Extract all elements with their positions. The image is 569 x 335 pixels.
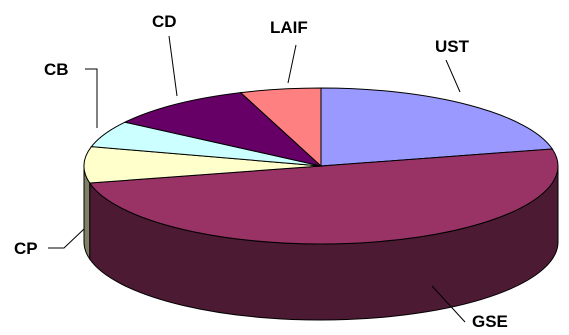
leader-line-cb bbox=[85, 68, 98, 128]
leader-line-cd bbox=[168, 35, 178, 97]
pie-labels: UST GSE CP CB CD LAIF bbox=[14, 12, 508, 331]
leader-line-cp bbox=[48, 228, 85, 249]
slice-label-cp: CP bbox=[14, 239, 38, 258]
slice-label-cd: CD bbox=[152, 12, 177, 31]
slice-label-ust: UST bbox=[435, 37, 470, 56]
pie-slices bbox=[83, 87, 559, 245]
slice-label-gse: GSE bbox=[472, 312, 508, 331]
pie-slice-cd bbox=[123, 92, 323, 167]
slice-label-cb: CB bbox=[44, 60, 69, 79]
pie-slice-ust bbox=[320, 87, 554, 167]
leader-line-ust bbox=[445, 59, 461, 93]
leader-line-laif bbox=[287, 44, 297, 84]
leader-line-gse bbox=[431, 285, 466, 323]
pie-slice-laif bbox=[239, 87, 322, 168]
pie-slice-cp bbox=[83, 146, 322, 184]
slice-label-laif: LAIF bbox=[270, 18, 308, 37]
pie-slice-gse bbox=[88, 148, 559, 245]
